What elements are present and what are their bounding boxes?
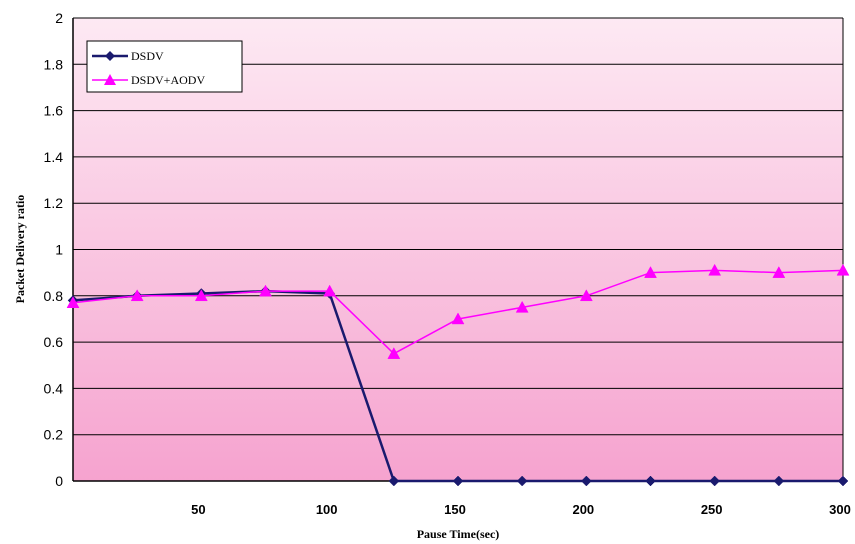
data-point-dsdv-aodv-250: [708, 263, 722, 276]
legend-label-dsdv-aodv: DSDV+AODV: [131, 73, 205, 87]
x-tick-labels: 50 100 150 200 250 300: [191, 502, 851, 517]
legend: DSDV DSDV+AODV: [86, 40, 243, 93]
data-point-dsdv-200: [580, 475, 592, 487]
data-point-dsdv-125: [388, 475, 400, 487]
y-tick-label-1-8: 1.8: [44, 56, 64, 72]
y-tick-label-1: 1: [55, 242, 63, 258]
y-tick-labels: 0 0.2 0.4 0.6 0.8 1 1.2 1.4 1.6 1.8 2: [44, 10, 64, 489]
data-point-dsdv-aodv-275: [772, 266, 786, 278]
y-axis-label: Packet Delivery ratio: [13, 195, 27, 304]
data-point-dsdv-300: [837, 475, 849, 487]
x-tick-label-200: 200: [572, 502, 594, 517]
legend-marker-dsdv-aodv: [104, 74, 116, 85]
x-tick-label-300: 300: [829, 502, 851, 517]
legend-entry-dsdv: DSDV: [92, 49, 164, 63]
y-tick-label-0: 0: [55, 473, 63, 489]
data-point-dsdv-aodv-200: [579, 289, 593, 302]
data-point-dsdv-aodv-100: [323, 284, 337, 297]
data-point-dsdv-aodv-175: [515, 300, 529, 313]
y-tick-label-0-4: 0.4: [44, 380, 64, 396]
data-point-dsdv-225: [645, 475, 656, 487]
y-tick-label-0-2: 0.2: [44, 427, 64, 443]
y-tick-label-1-6: 1.6: [44, 103, 64, 119]
data-point-dsdv-aodv-50: [194, 289, 208, 302]
data-point-dsdv-aodv-125: [387, 347, 401, 359]
legend-label-dsdv: DSDV: [131, 49, 164, 63]
x-tick-label-250: 250: [701, 502, 723, 517]
legend-entry-dsdv-aodv: DSDV+AODV: [92, 73, 205, 87]
y-tick-label-1-4: 1.4: [44, 149, 64, 165]
y-tick-label-0-6: 0.6: [44, 334, 64, 350]
data-point-dsdv-aodv-300: [836, 263, 850, 276]
data-point-dsdv-aodv-0: [66, 296, 80, 308]
series-group: [66, 263, 850, 487]
x-tick-label-50: 50: [191, 502, 205, 517]
data-point-dsdv-aodv-75: [259, 284, 272, 297]
data-point-dsdv-150: [452, 475, 464, 487]
x-axis-label: Pause Time(sec): [417, 527, 500, 541]
x-tick-label-100: 100: [316, 502, 338, 517]
data-point-dsdv-aodv-25: [130, 289, 144, 302]
y-tick-label-1-2: 1.2: [44, 195, 64, 211]
y-tick-label-0-8: 0.8: [44, 288, 64, 304]
data-point-dsdv-175: [516, 475, 528, 487]
data-point-dsdv-275: [773, 475, 785, 487]
data-point-dsdv-250: [709, 475, 721, 487]
legend-marker-dsdv: [105, 51, 115, 61]
data-point-dsdv-aodv-225: [644, 266, 657, 278]
x-tick-label-150: 150: [444, 502, 466, 517]
series-dsdv-aodv: [66, 263, 850, 359]
y-tick-label-2: 2: [55, 10, 63, 26]
data-point-dsdv-aodv-150: [451, 312, 465, 325]
